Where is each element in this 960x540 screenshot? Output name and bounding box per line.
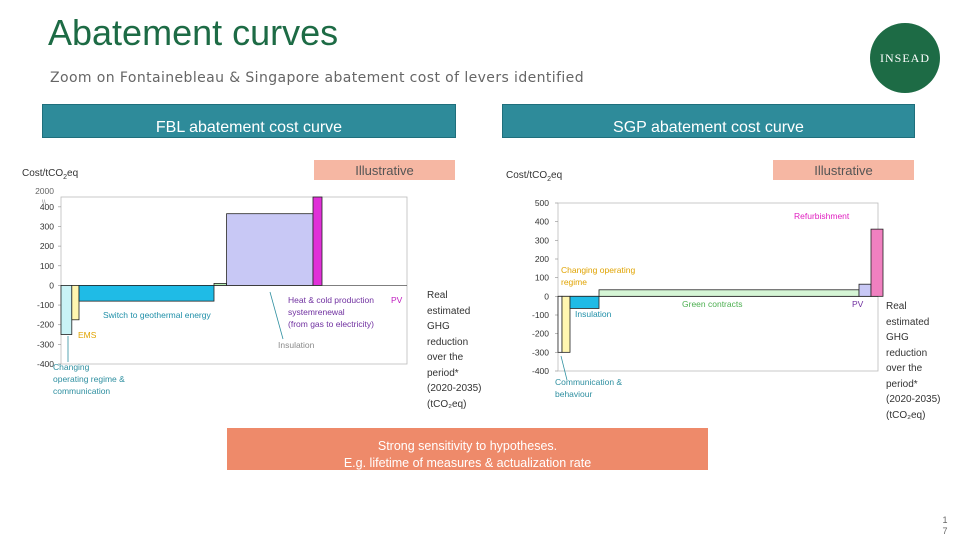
sgp-y-tick-300: 300 (535, 235, 549, 245)
fbl-x-axis-label: Real estimated GHG reduction over the pe… (427, 290, 482, 410)
fbl-y-tick--300: -300 (37, 339, 54, 349)
logo-text: INSEAD (880, 50, 930, 65)
fbl-bar-5 (312, 196, 323, 286)
sgp-bar-3 (598, 289, 860, 297)
page-subtitle: Zoom on Fontainebleau & Singapore abatem… (50, 70, 584, 86)
sgp-y-tick--100: -100 (532, 310, 549, 320)
insead-logo: INSEAD (870, 23, 940, 93)
fbl-y-tick-0: 0 (49, 280, 54, 290)
fbl-illustrative-tag: Illustrative (314, 160, 455, 180)
sgp-bar-label-4: PV (852, 299, 864, 309)
sgp-bar-label-1: Changing operating regime (561, 265, 635, 287)
fbl-bar-label-3: Insulation (278, 340, 315, 350)
sgp-y-tick-500: 500 (535, 198, 549, 208)
sgp-bar-0 (557, 295, 563, 353)
fbl-y-tick--400: -400 (37, 359, 54, 369)
sgp-bar-leader-0 (560, 355, 568, 381)
sgp-bar-5 (870, 228, 884, 297)
fbl-y-break-mark: \\ (42, 200, 46, 207)
fbl-banner: FBL abatement cost curve (42, 104, 456, 138)
sgp-y-tick--200: -200 (532, 329, 549, 339)
fbl-bar-leader-3 (269, 291, 284, 340)
sgp-y-axis-label: Cost/tCO2eq (506, 170, 563, 183)
fbl-y-tick-300: 300 (40, 221, 54, 231)
fbl-y-tick--200: -200 (37, 320, 54, 330)
fbl-y-tick-100: 100 (40, 261, 54, 271)
sgp-y-tick-400: 400 (535, 217, 549, 227)
fbl-bar-2 (78, 285, 215, 302)
sgp-bar-label-3: Green contracts (682, 299, 742, 309)
fbl-y-tick-400: 400 (40, 202, 54, 212)
sgp-bar-1 (561, 295, 571, 353)
fbl-bar-4 (226, 213, 314, 286)
fbl-y-axis-label: Cost/tCO2eq (22, 168, 79, 181)
sgp-y-tick-200: 200 (535, 254, 549, 264)
page-title: Abatement curves (48, 12, 339, 53)
sgp-y-tick-100: 100 (535, 273, 549, 283)
fbl-bar-label-2: Switch to geothermal energy (103, 310, 211, 320)
fbl-bar-3 (213, 283, 228, 286)
fbl-y-break-label: 2000 (35, 186, 54, 196)
sgp-illustrative-tag: Illustrative (773, 160, 914, 180)
sgp-bar-label-0: Communication & behaviour (555, 377, 622, 399)
sgp-bar-4 (858, 283, 872, 297)
fbl-bar-label-4: Heat & cold production systemrenewal (from… (288, 295, 374, 329)
sgp-bar-2 (569, 295, 600, 309)
sgp-y-tick--400: -400 (532, 366, 549, 376)
fbl-bar-label-5: PV (391, 295, 403, 305)
sgp-banner-label: SGP abatement cost curve (613, 119, 804, 136)
sgp-bar-label-5: Refurbishment (794, 211, 850, 221)
note-line-2: E.g. lifetime of measures & actualizatio… (343, 456, 592, 470)
fbl-y-tick-200: 200 (40, 241, 54, 251)
sgp-y-tick-0: 0 (544, 291, 549, 301)
sgp-plot-frame (557, 202, 879, 372)
sgp-bar-label-2: Insulation (575, 309, 612, 319)
fbl-banner-label: FBL abatement cost curve (155, 119, 343, 136)
fbl-y-tick--100: -100 (37, 300, 54, 310)
fbl-bar-1 (71, 285, 80, 321)
note-line-1: Strong sensitivity to hypotheses. (377, 439, 558, 453)
fbl-bar-label-0: Changing operating regime & communication (53, 362, 125, 396)
page-number: 17 (942, 515, 948, 536)
sgp-y-tick--300: -300 (532, 347, 549, 357)
fbl-bar-label-1: EMS (78, 330, 97, 340)
fbl-plot-frame (60, 196, 408, 365)
sgp-banner: SGP abatement cost curve (502, 104, 915, 138)
sensitivity-note: Strong sensitivity to hypotheses. E.g. l… (227, 428, 708, 470)
fbl-bar-0 (60, 285, 73, 335)
sgp-x-axis-label: Real estimated GHG reduction over the pe… (886, 301, 941, 421)
